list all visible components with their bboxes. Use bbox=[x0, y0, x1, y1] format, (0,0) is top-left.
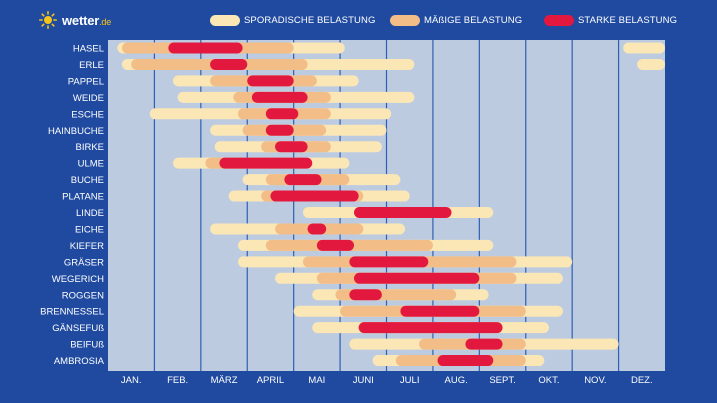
month-label: SEPT. bbox=[489, 375, 515, 386]
wetter-logo[interactable]: wetter.de bbox=[39, 11, 111, 29]
month-label: OKT. bbox=[538, 375, 559, 386]
plant-label: WEIDE bbox=[73, 93, 104, 104]
sun-icon bbox=[39, 11, 57, 29]
legend-label-strong: STARKE BELASTUNG bbox=[578, 15, 678, 26]
plant-label: KIEFER bbox=[70, 241, 104, 252]
month-label: MÄRZ bbox=[211, 375, 238, 386]
pollen-bar-strong bbox=[354, 207, 452, 218]
month-label: JUNI bbox=[353, 375, 374, 386]
plant-label: LINDE bbox=[76, 208, 104, 219]
month-label: JULI bbox=[400, 375, 420, 386]
pollen-bar-strong bbox=[270, 190, 359, 202]
legend-moderate: MÄßIGE BELASTUNG bbox=[390, 15, 522, 26]
pollen-bar-strong bbox=[265, 124, 294, 136]
month-gridlines bbox=[108, 40, 665, 371]
pollen-bar-strong bbox=[354, 272, 480, 284]
pollen-bar-strong bbox=[168, 42, 243, 54]
month-label: MAI bbox=[308, 375, 325, 386]
legend-label-moderate: MÄßIGE BELASTUNG bbox=[424, 15, 523, 26]
plant-label: BIRKE bbox=[75, 142, 104, 153]
pollen-bar-strong bbox=[251, 91, 308, 103]
plant-label: AMBROSIA bbox=[54, 356, 105, 367]
pollen-bar-strong bbox=[284, 174, 322, 186]
plant-label: PAPPEL bbox=[68, 76, 104, 87]
pollen-bar-strong bbox=[307, 223, 327, 235]
legend-swatch-moderate bbox=[390, 15, 420, 26]
pollen-bar-strong bbox=[219, 157, 313, 169]
pollen-bar-strong bbox=[400, 305, 480, 317]
pollen-bar-strong bbox=[349, 256, 429, 268]
plant-label: WEGERICH bbox=[52, 274, 104, 285]
month-labels: JAN. FEB. MÄRZ APRIL MAI JUNI JULI AUG. SEPT. OKT… bbox=[121, 375, 653, 386]
pollen-bar-strong bbox=[316, 239, 355, 251]
pollen-bars bbox=[117, 42, 665, 367]
month-label: FEB. bbox=[167, 375, 188, 386]
pollen-bar-strong bbox=[265, 108, 299, 120]
plant-labels: HASEL ERLE PAPPEL WEIDE ESCHE HAINBUCHE BIRKE U… bbox=[40, 44, 105, 368]
plant-label: PLATANE bbox=[62, 192, 104, 203]
brand-name: wetter.de bbox=[62, 12, 112, 28]
month-label: APRIL bbox=[257, 375, 284, 386]
legend-strong: STARKE BELASTUNG bbox=[544, 15, 677, 26]
legend-sporadic: SPORADISCHE BELASTUNG bbox=[210, 15, 375, 26]
legend-label-sporadic: SPORADISCHE BELASTUNG bbox=[244, 15, 376, 26]
legend-swatch-strong bbox=[544, 15, 574, 26]
plant-label: HAINBUCHE bbox=[48, 126, 104, 137]
plant-label: ROGGEN bbox=[62, 290, 104, 301]
pollen-bar-strong bbox=[210, 58, 248, 70]
pollen-bar-strong bbox=[349, 289, 382, 301]
plant-label: BRENNESSEL bbox=[40, 307, 104, 318]
month-label: NOV. bbox=[584, 375, 606, 386]
pollen-bar-strong bbox=[247, 75, 294, 87]
month-label: JAN. bbox=[121, 375, 142, 386]
plant-label: ERLE bbox=[79, 60, 104, 71]
pollen-bar-strong bbox=[358, 322, 503, 334]
plant-label: EICHE bbox=[75, 224, 104, 235]
plant-label: BUCHE bbox=[71, 175, 104, 186]
plant-label: ESCHE bbox=[71, 109, 104, 120]
plant-label: HASEL bbox=[73, 44, 104, 55]
pollen-bar-strong bbox=[437, 355, 494, 367]
month-label: DEZ. bbox=[631, 375, 653, 386]
plant-label: ULME bbox=[78, 159, 104, 170]
plant-label: BEIFUß bbox=[70, 340, 104, 351]
pollen-bar-sporadic bbox=[637, 58, 665, 70]
plant-label: GRÄSER bbox=[64, 257, 104, 268]
pollen-bar-strong bbox=[275, 141, 308, 153]
plant-label: GÄNSEFUß bbox=[52, 323, 104, 334]
month-label: AUG. bbox=[445, 375, 468, 386]
pollen-bar-sporadic bbox=[623, 42, 665, 54]
legend-swatch-sporadic bbox=[210, 15, 240, 26]
pollen-bar-strong bbox=[465, 338, 503, 350]
